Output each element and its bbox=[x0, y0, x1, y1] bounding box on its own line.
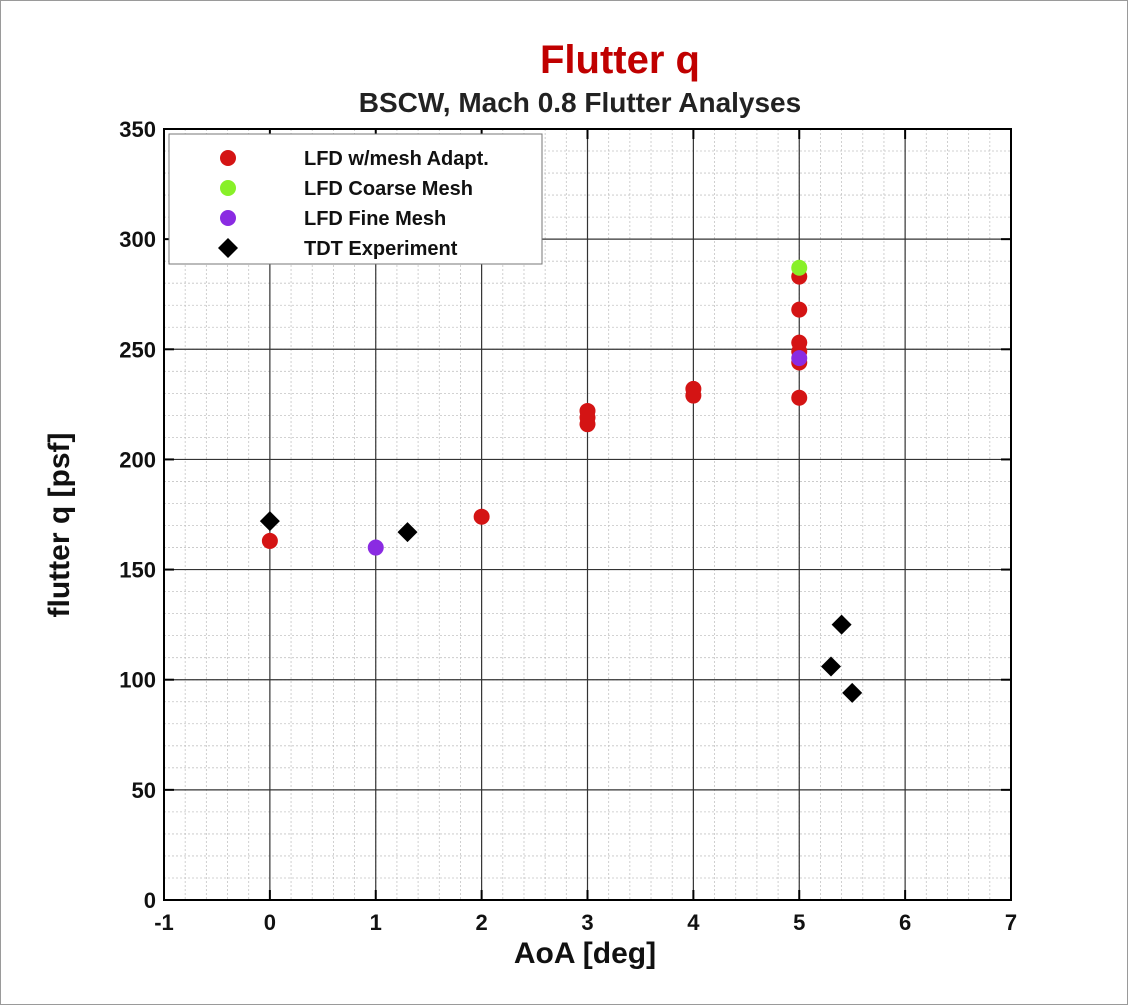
data-points bbox=[259, 259, 863, 703]
y-tick-label: 300 bbox=[119, 227, 156, 252]
x-axis-label: AoA [deg] bbox=[514, 937, 656, 970]
data-point-diamond bbox=[259, 511, 280, 532]
legend-marker bbox=[220, 180, 236, 196]
data-point-diamond bbox=[397, 522, 418, 543]
data-point-circle bbox=[473, 508, 490, 525]
x-tick-label: 3 bbox=[581, 910, 593, 935]
x-tick-label: 2 bbox=[476, 910, 488, 935]
y-tick-label: 250 bbox=[119, 337, 156, 362]
data-point-diamond bbox=[831, 614, 852, 635]
data-point-circle bbox=[579, 402, 596, 419]
x-tick-label: -1 bbox=[154, 910, 174, 935]
chart-title: Flutter q bbox=[540, 38, 700, 82]
x-tick-label: 0 bbox=[264, 910, 276, 935]
y-tick-label: 200 bbox=[119, 447, 156, 472]
legend-marker bbox=[218, 238, 238, 258]
y-tick-labels: 0 50 100 150 200 250 300 350 bbox=[119, 117, 156, 913]
y-tick-label: 150 bbox=[119, 558, 156, 583]
y-tick-label: 50 bbox=[132, 778, 156, 803]
x-tick-label: 6 bbox=[899, 910, 911, 935]
data-point-circle bbox=[367, 539, 384, 556]
y-tick-label: 100 bbox=[119, 668, 156, 693]
x-tick-label: 7 bbox=[1005, 910, 1017, 935]
x-tick-labels: -1 0 1 2 3 4 5 6 7 bbox=[154, 910, 1017, 935]
data-point-circle bbox=[791, 301, 808, 318]
data-point-circle bbox=[791, 389, 808, 406]
legend-marker bbox=[220, 210, 236, 226]
y-tick-label: 0 bbox=[144, 888, 156, 913]
legend: LFD w/mesh Adapt. LFD Coarse Mesh LFD Fine… bbox=[168, 133, 543, 265]
legend-marker bbox=[220, 150, 236, 166]
data-point-circle bbox=[261, 532, 278, 549]
data-point-circle bbox=[685, 380, 702, 397]
data-point-circle bbox=[791, 334, 808, 351]
y-tick-label: 350 bbox=[119, 117, 156, 142]
chart-subtitle: BSCW, Mach 0.8 Flutter Analyses bbox=[359, 87, 801, 118]
data-point-diamond bbox=[842, 682, 863, 703]
data-point-circle bbox=[791, 350, 808, 367]
legend-label: TDT Experiment bbox=[304, 238, 458, 260]
data-point-diamond bbox=[821, 656, 842, 677]
plot-border bbox=[163, 128, 1012, 901]
legend-label: LFD Fine Mesh bbox=[304, 208, 446, 230]
legend-label: LFD Coarse Mesh bbox=[304, 178, 473, 200]
data-point-circle bbox=[791, 259, 808, 276]
x-tick-label: 5 bbox=[793, 910, 805, 935]
y-axis-label: flutter q [psf] bbox=[43, 433, 76, 618]
legend-label: LFD w/mesh Adapt. bbox=[304, 148, 489, 170]
x-tick-label: 4 bbox=[687, 910, 700, 935]
x-tick-label: 1 bbox=[370, 910, 382, 935]
